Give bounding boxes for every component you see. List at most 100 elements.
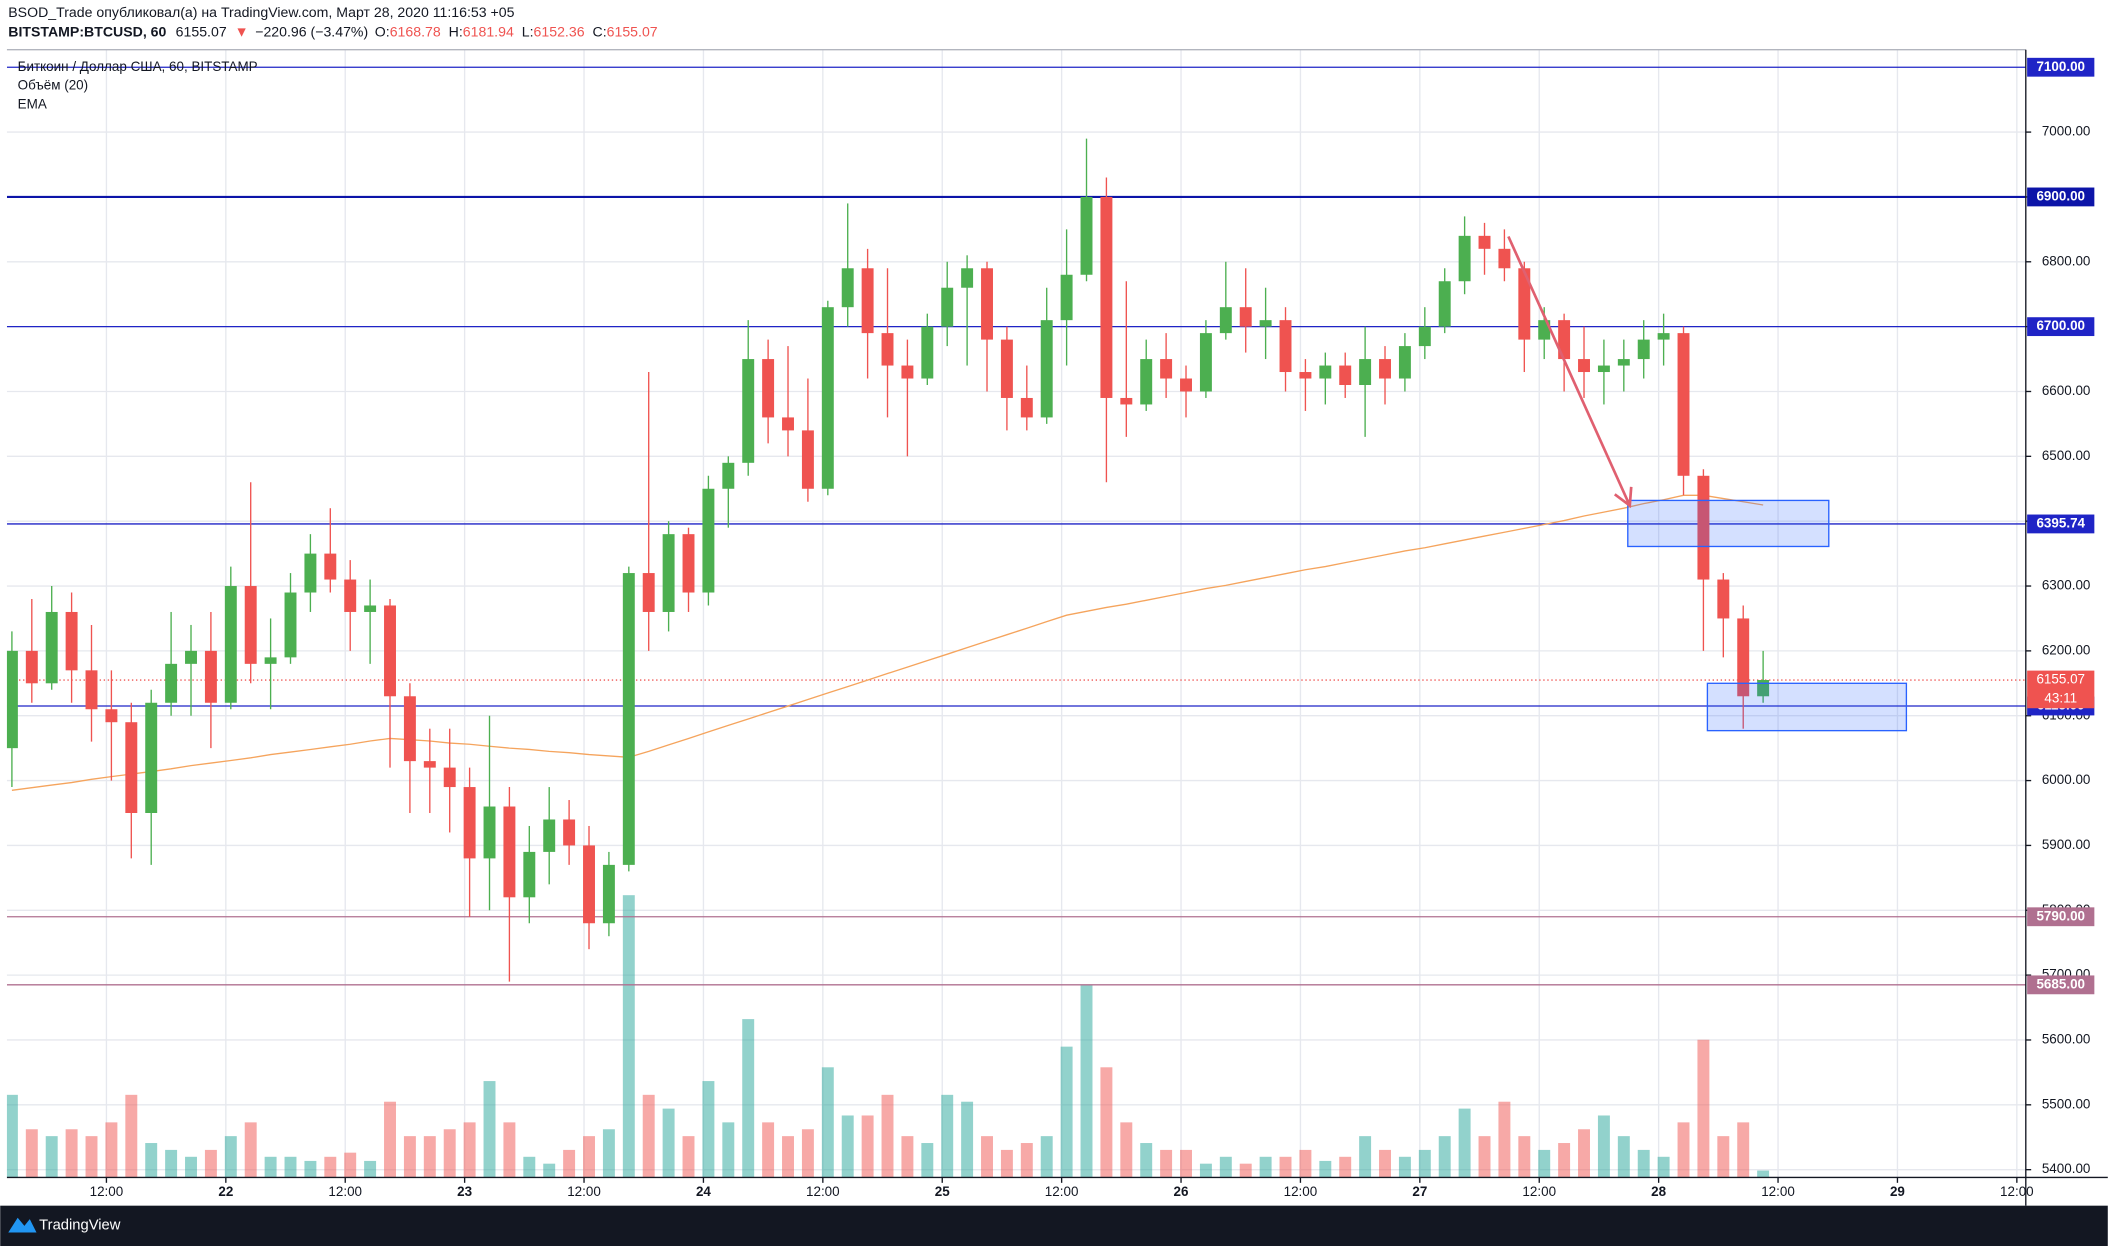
legend-ema: EMA bbox=[18, 96, 47, 111]
candles bbox=[6, 138, 1770, 982]
candle-body bbox=[1398, 346, 1411, 379]
x-tick-label: 12:00 bbox=[567, 1184, 601, 1199]
volume-bar bbox=[1219, 1156, 1232, 1178]
candle-body bbox=[463, 787, 476, 859]
volume-bar bbox=[264, 1156, 277, 1178]
candle-body bbox=[1538, 320, 1551, 340]
volume-bar bbox=[742, 1019, 755, 1178]
x-tick-label: 12:00 bbox=[90, 1184, 124, 1199]
candle-body bbox=[6, 650, 18, 749]
volume-bar bbox=[25, 1129, 38, 1178]
y-tick-label: 6800.00 bbox=[2042, 253, 2091, 268]
volume-pane bbox=[6, 895, 1770, 1178]
candle-body bbox=[1379, 359, 1391, 379]
volume-bar bbox=[1239, 1163, 1252, 1178]
candle-body bbox=[1299, 372, 1312, 379]
candle-body bbox=[821, 307, 834, 489]
candle-body bbox=[1120, 397, 1133, 405]
candle-body bbox=[961, 268, 974, 288]
volume-bar bbox=[1120, 1122, 1133, 1178]
ema-line bbox=[11, 494, 1764, 792]
candle-body bbox=[1438, 281, 1451, 327]
candle-body bbox=[1697, 475, 1710, 580]
volume-bar bbox=[1398, 1156, 1411, 1178]
candle-body bbox=[1617, 359, 1630, 366]
x-tick-label: 29 bbox=[1890, 1184, 1905, 1199]
change: −220.96 (−3.47%) bbox=[255, 23, 368, 39]
volume-bar bbox=[1080, 984, 1093, 1178]
y-tick-label: 5500.00 bbox=[2042, 1096, 2091, 1111]
x-tick-label: 12:00 bbox=[806, 1184, 840, 1199]
volume-bar bbox=[364, 1160, 377, 1178]
candle-body bbox=[782, 417, 794, 431]
candle-body bbox=[1637, 339, 1650, 360]
candle-body bbox=[881, 333, 894, 366]
y-tick-label: 6600.00 bbox=[2042, 383, 2091, 398]
candle-body bbox=[543, 819, 556, 852]
y-tick-label: 6300.00 bbox=[2042, 578, 2091, 593]
volume-bar bbox=[1279, 1156, 1292, 1178]
candle-body bbox=[443, 767, 456, 788]
candle-body bbox=[1199, 333, 1212, 392]
volume-bar bbox=[841, 1115, 854, 1178]
candle-body bbox=[1359, 359, 1372, 385]
high: 6181.94 bbox=[463, 23, 514, 39]
volume-bar bbox=[45, 1136, 58, 1178]
volume-bar bbox=[1478, 1136, 1491, 1178]
volume-bar bbox=[1259, 1156, 1272, 1178]
volume-bar bbox=[1438, 1136, 1451, 1178]
low-label: L: bbox=[522, 23, 534, 39]
candle-body bbox=[1140, 359, 1153, 405]
candle-body bbox=[1100, 196, 1113, 398]
candle-body bbox=[1757, 680, 1770, 697]
candle-body bbox=[1478, 235, 1491, 249]
volume-bar bbox=[801, 1129, 814, 1178]
volume-bar bbox=[324, 1156, 337, 1178]
volume-bar bbox=[622, 895, 635, 1178]
volume-bar bbox=[1060, 1046, 1073, 1178]
volume-bar bbox=[662, 1108, 675, 1178]
volume-bar bbox=[204, 1149, 217, 1178]
volume-bar bbox=[1299, 1149, 1312, 1178]
x-tick-label: 24 bbox=[696, 1184, 711, 1199]
x-tick-label: 27 bbox=[1412, 1184, 1427, 1199]
volume-bar bbox=[702, 1081, 715, 1178]
close-label: C: bbox=[593, 23, 607, 39]
volume-bar bbox=[463, 1122, 476, 1178]
volume-bar bbox=[1498, 1101, 1511, 1178]
x-tick-label: 12:00 bbox=[1284, 1184, 1318, 1199]
level-price-label: 5685.00 bbox=[2036, 976, 2085, 991]
candle-body bbox=[125, 722, 138, 814]
y-tick-label: 5400.00 bbox=[2042, 1161, 2091, 1176]
candle-body bbox=[503, 806, 516, 898]
volume-bar bbox=[1538, 1149, 1551, 1178]
candle-body bbox=[1020, 397, 1033, 418]
low: 6152.36 bbox=[534, 23, 585, 39]
candle-body bbox=[1597, 365, 1610, 373]
volume-bar bbox=[1737, 1122, 1750, 1178]
volume-bar bbox=[1697, 1039, 1710, 1178]
candle-body bbox=[244, 586, 257, 664]
high-label: H: bbox=[449, 23, 463, 39]
volume-bar bbox=[304, 1160, 317, 1178]
level-price-box bbox=[2027, 907, 2095, 927]
volume-bar bbox=[1020, 1143, 1033, 1178]
level-price-box bbox=[2027, 317, 2095, 337]
volume-bar bbox=[1458, 1108, 1471, 1178]
y-tick-label: 6500.00 bbox=[2042, 448, 2091, 463]
volume-bar bbox=[443, 1129, 456, 1178]
candle-body bbox=[25, 650, 38, 684]
candle-body bbox=[284, 592, 297, 658]
footer-bar bbox=[0, 1205, 2108, 1246]
y-tick-label: 5900.00 bbox=[2042, 837, 2091, 852]
legend: Биткоин / Доллар США, 60, BITSTAMP Объём… bbox=[18, 59, 258, 112]
volume-bar bbox=[145, 1143, 158, 1178]
x-tick-label: 12:00 bbox=[1761, 1184, 1795, 1199]
candle-body bbox=[185, 650, 197, 664]
volume-bar bbox=[224, 1136, 237, 1178]
x-tick-label: 26 bbox=[1174, 1184, 1189, 1199]
candle-body bbox=[981, 268, 993, 340]
candle-body bbox=[642, 573, 655, 612]
